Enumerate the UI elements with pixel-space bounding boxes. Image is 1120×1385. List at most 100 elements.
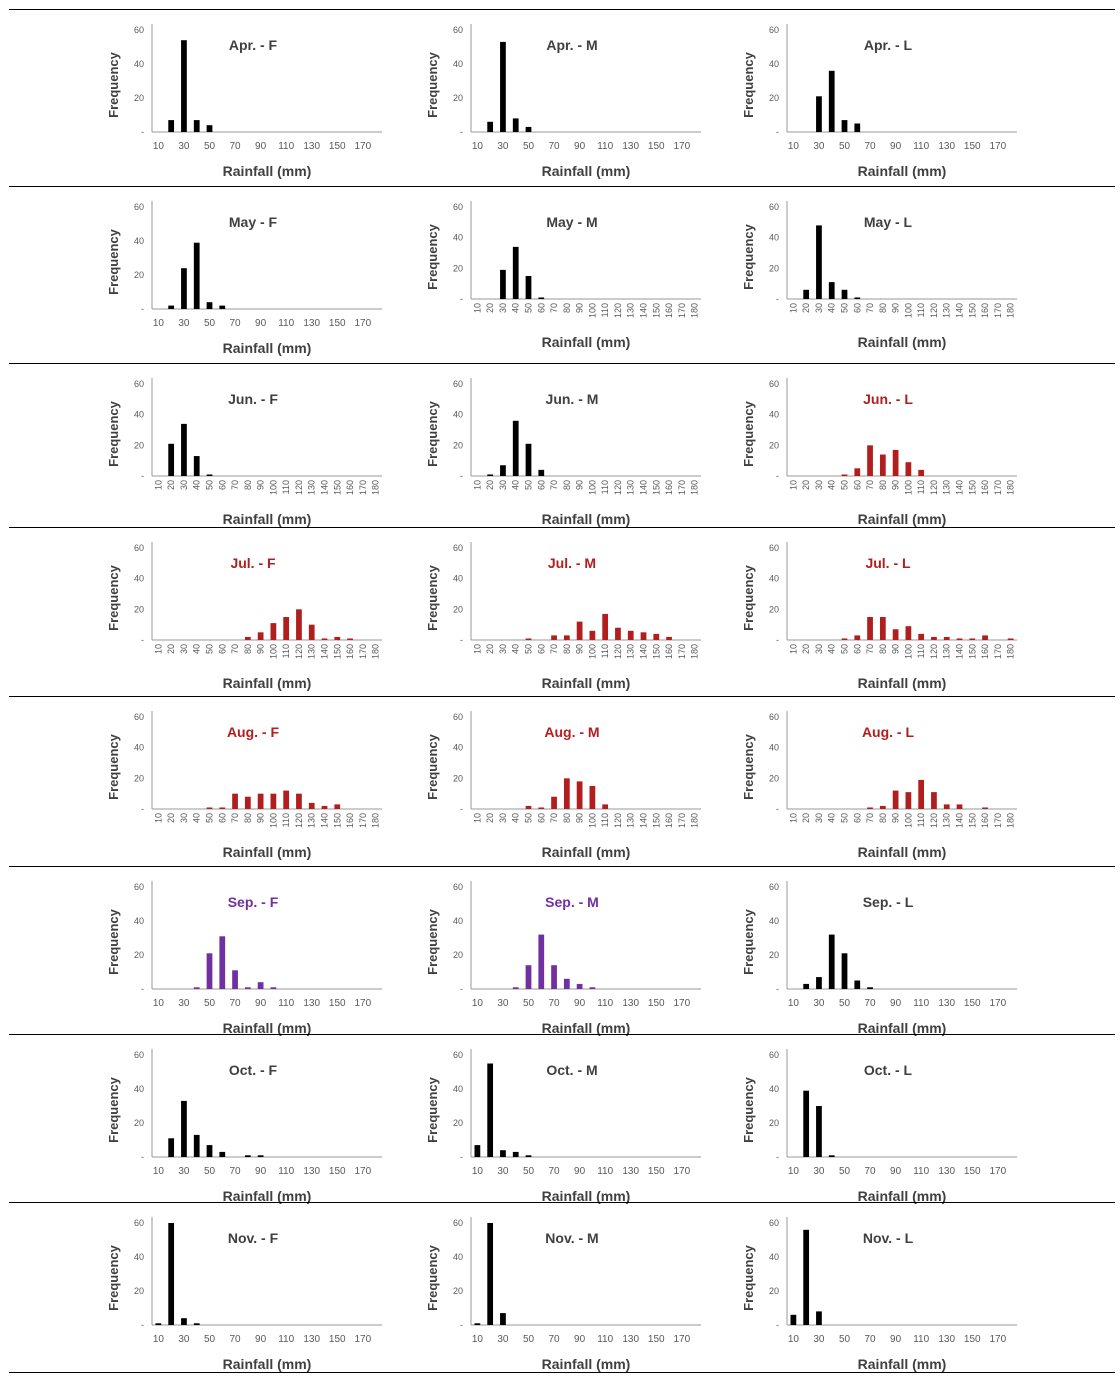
x-tick-label: 110: [600, 480, 610, 494]
y-tick-label: 60: [453, 712, 463, 722]
bar-40: [512, 118, 519, 132]
bar-30: [181, 40, 187, 133]
x-tick-label: 110: [281, 813, 291, 827]
x-tick-label: 110: [913, 141, 929, 152]
x-tick-label: 90: [574, 141, 586, 152]
x-tick-label: 120: [613, 813, 623, 828]
chart-title: Jun. - L: [863, 391, 913, 407]
x-tick-label: 10: [472, 644, 482, 654]
x-tick-label: 80: [243, 480, 253, 490]
x-tick-label: 20: [485, 480, 495, 490]
x-tick-label: 160: [664, 813, 674, 828]
x-tick-label: 120: [294, 480, 304, 495]
bar-80: [879, 805, 886, 809]
y-axis-label: Frequency: [741, 400, 756, 467]
bar-90: [576, 621, 583, 640]
x-axis-label: Rainfall (mm): [542, 1356, 631, 1372]
x-tick-label: 160: [664, 303, 674, 318]
x-axis-label: Rainfall (mm): [223, 511, 312, 527]
chart-title: Oct. - L: [864, 1062, 913, 1078]
x-tick-label: 50: [204, 1334, 216, 1345]
y-tick-label: 40: [453, 59, 463, 69]
x-tick-label: 130: [303, 318, 320, 329]
x-tick-label: 30: [498, 480, 508, 490]
x-tick-label: 160: [980, 813, 990, 828]
x-tick-label: 90: [574, 1166, 586, 1177]
bar-70: [867, 987, 873, 989]
bar-50: [525, 443, 532, 476]
x-axis-label: Rainfall (mm): [223, 1356, 312, 1372]
chart-title: Nov. - F: [228, 1230, 279, 1246]
x-tick-label: 110: [597, 1334, 613, 1345]
x-tick-label: 130: [622, 141, 639, 152]
x-tick-label: 30: [178, 318, 190, 329]
x-tick-label: 130: [938, 998, 955, 1009]
y-tick-label: 40: [134, 1084, 144, 1094]
y-tick-label: 20: [453, 1286, 463, 1296]
x-tick-label: 150: [332, 644, 342, 659]
x-tick-label: 170: [989, 141, 1006, 152]
x-tick-label: 130: [942, 480, 952, 495]
x-tick-label: 90: [575, 813, 585, 823]
x-tick-label: 80: [878, 303, 888, 313]
x-tick-label: 20: [166, 480, 176, 490]
x-axis-label: Rainfall (mm): [858, 334, 947, 350]
x-tick-label: 80: [878, 813, 888, 823]
x-tick-label: 110: [281, 644, 291, 658]
bar-130: [308, 624, 315, 640]
x-tick-label: 170: [677, 480, 687, 495]
bar-100: [905, 462, 912, 476]
x-tick-label: 180: [690, 813, 700, 828]
bar-140: [956, 804, 963, 809]
bar-70: [867, 445, 873, 476]
x-tick-label: 30: [814, 480, 824, 490]
y-tick-label: -: [776, 1152, 779, 1162]
x-tick-label: 170: [993, 813, 1003, 828]
x-tick-label: 110: [278, 141, 294, 152]
y-tick-label: 40: [769, 574, 779, 584]
y-tick-label: -: [141, 804, 144, 814]
bar-80: [563, 778, 570, 809]
x-tick-label: 30: [179, 480, 189, 490]
x-tick-label: 40: [511, 813, 521, 823]
y-tick-label: 60: [453, 202, 463, 212]
x-tick-label: 110: [600, 644, 610, 658]
bar-70: [232, 970, 238, 989]
x-tick-label: 140: [955, 813, 965, 828]
bar-80: [879, 454, 886, 476]
bar-140: [321, 805, 328, 809]
bar-150: [969, 638, 976, 640]
y-tick-label: -: [141, 1152, 144, 1162]
bar-40: [193, 1134, 200, 1157]
y-tick-label: 40: [134, 574, 144, 584]
y-tick-label: -: [460, 804, 463, 814]
bar-40: [828, 934, 835, 989]
x-tick-label: 150: [332, 480, 342, 495]
x-tick-label: 30: [813, 998, 825, 1009]
x-tick-label: 10: [788, 998, 800, 1009]
x-tick-label: 80: [243, 813, 253, 823]
x-tick-label: 10: [472, 141, 484, 152]
x-tick-label: 90: [890, 141, 902, 152]
x-axis-label: Rainfall (mm): [223, 1188, 312, 1204]
y-tick-label: 20: [453, 93, 463, 103]
bar-90: [892, 790, 899, 809]
y-tick-label: -: [460, 1320, 463, 1330]
row-separator-2: [9, 363, 1115, 364]
x-tick-label: 150: [967, 644, 977, 659]
y-tick-label: 40: [134, 1252, 144, 1262]
chart-title: Sep. - L: [863, 894, 914, 910]
x-axis-label: Rainfall (mm): [542, 334, 631, 350]
y-axis-label: Frequency: [741, 733, 756, 800]
bar-60: [219, 305, 226, 309]
x-tick-label: 140: [955, 480, 965, 495]
bar-90: [576, 781, 583, 809]
row-separator-0: [9, 9, 1115, 10]
x-tick-label: 150: [329, 318, 346, 329]
y-tick-label: -: [460, 127, 463, 137]
bar-20: [803, 1090, 810, 1157]
x-tick-label: 60: [217, 480, 227, 490]
x-tick-label: 20: [801, 303, 811, 313]
